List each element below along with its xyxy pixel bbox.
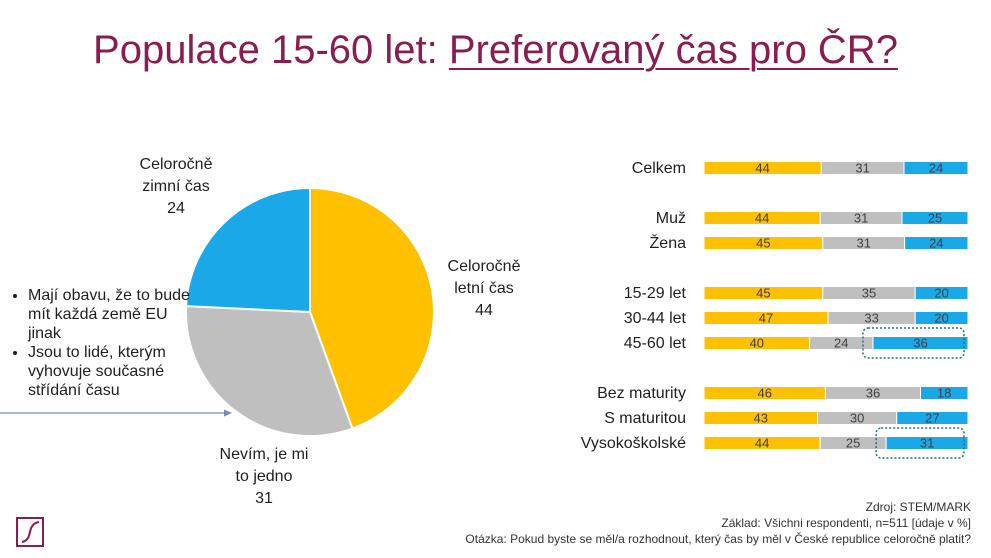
footer-base: Základ: Všichni respondenti, n=511 [údaj…	[721, 516, 971, 530]
bar-segment-winter	[904, 236, 969, 250]
pie-slice	[185, 305, 354, 437]
bar-value-label: 31	[854, 211, 868, 226]
pie-label-summer-line1: Celoročně	[447, 258, 521, 275]
bar-value-label: 45	[756, 286, 770, 301]
category-label: S maturitou	[604, 410, 686, 427]
category-label: Vysokoškolské	[581, 435, 686, 452]
category-label: 30-44 let	[624, 310, 687, 327]
bar-value-label: 31	[855, 161, 869, 176]
pie-label-winter: Celoročně zimní čas 24	[116, 154, 236, 220]
pie-label-neutral-value: 31	[255, 490, 273, 507]
category-label: 15-29 let	[624, 285, 687, 302]
bar-value-label: 30	[850, 411, 864, 426]
bar-value-label: 20	[934, 311, 948, 326]
notes-list: Mají obavu, že to bude mít každá země EU…	[0, 286, 200, 400]
bar-segment-winter	[903, 161, 969, 175]
category-label: Bez maturity	[597, 385, 686, 402]
bar-segment-winter	[914, 311, 969, 325]
bar-value-label: 35	[862, 286, 876, 301]
bar-value-label: 18	[937, 386, 951, 401]
bar-value-label: 47	[759, 311, 773, 326]
bar-value-label: 24	[834, 336, 848, 351]
bar-value-label: 40	[750, 336, 764, 351]
pie-label-winter-line2: zimní čas	[142, 178, 210, 195]
bar-segment-winter	[914, 286, 969, 300]
highlight-box	[862, 327, 965, 359]
footer-source: Zdroj: STEM/MARK	[865, 500, 971, 514]
note-item: Mají obavu, že to bude mít každá země EU…	[28, 286, 200, 343]
pie-label-summer-value: 44	[475, 302, 493, 319]
pie-label-summer: Celoročně letní čas 44	[424, 256, 544, 322]
bar-value-label: 44	[755, 436, 769, 451]
bar-value-label: 25	[846, 436, 860, 451]
bar-value-label: 44	[755, 211, 769, 226]
bar-value-label: 43	[754, 411, 768, 426]
pie-label-neutral-line1: Nevím, je mi	[219, 446, 309, 463]
bar-value-label: 24	[929, 236, 943, 251]
bar-value-label: 45	[756, 236, 770, 251]
category-label: 45-60 let	[624, 335, 687, 352]
bar-value-label: 25	[928, 211, 942, 226]
bar-segment-winter	[885, 436, 969, 450]
pie-label-neutral: Nevím, je mi to jedno 31	[196, 444, 332, 510]
note-item: Jsou to lidé, kterým vyhovuje současné s…	[28, 343, 200, 400]
bar-value-label: 33	[864, 311, 878, 326]
bar-segment-winter	[896, 411, 969, 425]
highlight-box	[875, 427, 965, 459]
bar-segment-winter	[919, 386, 969, 400]
category-label: Žena	[650, 233, 687, 252]
bar-value-label: 36	[913, 336, 927, 351]
stem-mark-logo-icon	[16, 517, 44, 547]
bar-segment-winter	[901, 211, 969, 225]
title-emphasis: Preferovaný čas pro ČR?	[448, 28, 898, 72]
bar-segment-winter	[872, 336, 969, 350]
pie-label-winter-value: 24	[167, 200, 185, 217]
footer-question: Otázka: Pokud byste se měl/a rozhodnout,…	[465, 532, 971, 546]
bar-value-label: 20	[934, 286, 948, 301]
bar-value-label: 44	[755, 161, 769, 176]
bar-value-label: 31	[920, 436, 934, 451]
bar-value-label: 36	[866, 386, 880, 401]
title-prefix: Populace 15-60 let:	[93, 28, 449, 72]
category-label: Celkem	[632, 160, 686, 177]
bar-value-label: 27	[925, 411, 939, 426]
category-label: Muž	[656, 210, 686, 227]
page-title: Populace 15-60 let: Preferovaný čas pro …	[0, 28, 991, 73]
pie-label-neutral-line2: to jedno	[235, 468, 293, 485]
pie-slice	[309, 186, 435, 430]
pie-label-winter-line1: Celoročně	[139, 156, 213, 173]
bar-value-label: 24	[929, 161, 943, 176]
bar-value-label: 31	[856, 236, 870, 251]
pie-label-summer-line2: letní čas	[454, 280, 514, 297]
pie-slice	[185, 186, 311, 314]
bar-value-label: 46	[757, 386, 771, 401]
